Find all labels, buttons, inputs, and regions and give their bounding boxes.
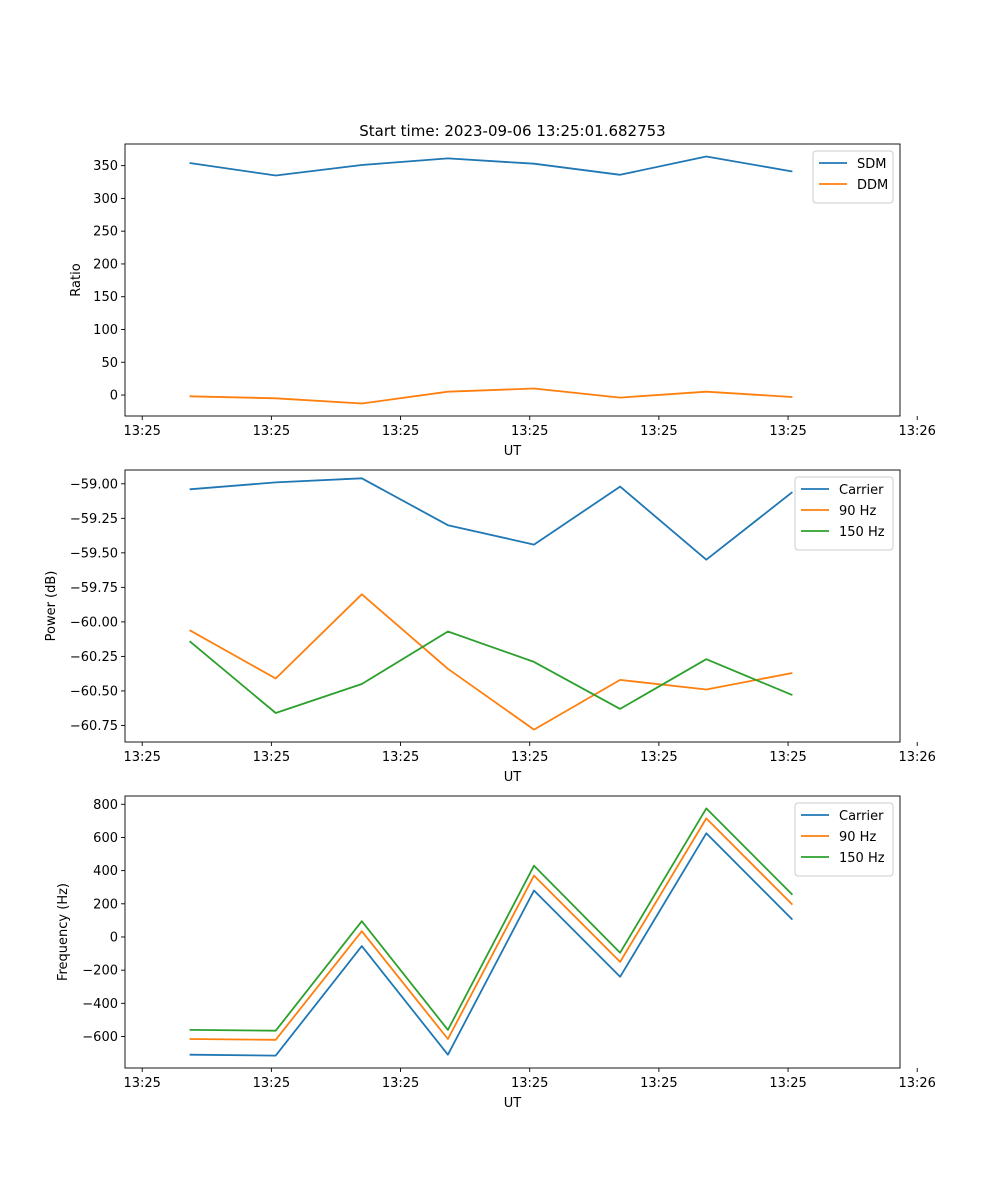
y-tick-label: −59.50 xyxy=(70,546,118,561)
x-axis-label: UT xyxy=(504,1096,522,1111)
series-line-150-hz xyxy=(189,630,793,714)
y-tick-label: −600 xyxy=(82,1030,118,1045)
axes-frame xyxy=(124,143,901,417)
x-axis-label: UT xyxy=(504,444,522,459)
y-tick-label: −60.75 xyxy=(70,719,118,734)
x-tick-label: 13:25 xyxy=(253,750,290,765)
x-tick-label: 13:25 xyxy=(640,424,677,439)
y-tick-label: 300 xyxy=(93,192,118,207)
legend-label: SDM xyxy=(857,157,886,172)
x-tick-label: 13:25 xyxy=(382,424,419,439)
y-tick-label: −60.25 xyxy=(70,650,118,665)
y-axis-label: Ratio xyxy=(69,263,84,296)
chart-title: Start time: 2023-09-06 13:25:01.682753 xyxy=(359,122,665,140)
legend: SDM DDM xyxy=(812,150,894,204)
y-tick-label: 350 xyxy=(93,159,118,174)
plot-panel-1: 13:25 13:25 13:25 13:25 13:25 13:25 13:26 0 50 10… xyxy=(69,143,936,459)
y-tick-label: 400 xyxy=(93,864,118,879)
series-line-150-hz xyxy=(189,807,794,1032)
x-tick-label: 13:25 xyxy=(511,1076,548,1091)
y-axis-label: Power (dB) xyxy=(44,571,59,642)
x-tick-label: 13:25 xyxy=(640,750,677,765)
plot-panel-2: 13:25 13:25 13:25 13:25 13:25 13:25 13:26 −60.7… xyxy=(44,469,936,785)
axes-frame xyxy=(124,469,901,743)
legend-label: 90 Hz xyxy=(839,504,876,519)
y-tick-label: 0 xyxy=(110,389,118,404)
x-tick-label: 13:25 xyxy=(640,1076,677,1091)
x-tick-label: 13:26 xyxy=(898,1076,935,1091)
series-line-ddm xyxy=(189,387,793,405)
y-tick-label: −60.00 xyxy=(70,615,118,630)
x-tick-label: 13:25 xyxy=(382,1076,419,1091)
axes-frame xyxy=(124,795,901,1069)
legend-label: Carrier xyxy=(839,809,884,824)
plot-panel-3: 13:25 13:25 13:25 13:25 13:25 13:25 13:26 −600 −… xyxy=(56,795,936,1111)
legend-label: DDM xyxy=(857,178,888,193)
y-tick-label: 200 xyxy=(93,257,118,272)
x-tick-label: 13:25 xyxy=(511,424,548,439)
y-tick-label: 250 xyxy=(93,225,118,240)
x-tick-label: 13:25 xyxy=(123,424,160,439)
x-tick-label: 13:26 xyxy=(898,750,935,765)
x-tick-label: 13:25 xyxy=(382,750,419,765)
x-tick-label: 13:25 xyxy=(253,1076,290,1091)
series-line-90-hz xyxy=(189,817,794,1041)
x-tick-label: 13:25 xyxy=(123,750,160,765)
series-line-carrier xyxy=(189,477,793,561)
y-tick-label: 200 xyxy=(93,897,118,912)
x-axis-label: UT xyxy=(504,770,522,785)
x-tick-label: 13:25 xyxy=(769,1076,806,1091)
y-tick-label: −59.25 xyxy=(70,512,118,527)
legend-label: Carrier xyxy=(839,483,884,498)
x-tick-label: 13:25 xyxy=(123,1076,160,1091)
y-tick-label: 100 xyxy=(93,323,118,338)
y-tick-label: −59.00 xyxy=(70,477,118,492)
x-tick-label: 13:26 xyxy=(898,424,935,439)
legend-label: 150 Hz xyxy=(839,525,885,540)
y-tick-label: −60.50 xyxy=(70,684,118,699)
y-tick-label: −200 xyxy=(82,964,118,979)
legend-label: 90 Hz xyxy=(839,830,876,845)
legend-label: 150 Hz xyxy=(839,851,885,866)
series-line-sdm xyxy=(189,155,793,177)
legend-box xyxy=(812,150,894,204)
y-tick-label: −59.75 xyxy=(70,581,118,596)
y-tick-label: 600 xyxy=(93,831,118,846)
series-line-90-hz xyxy=(189,593,793,731)
legend: Carrier 90 Hz 150 Hz xyxy=(794,802,894,877)
x-tick-label: 13:25 xyxy=(511,750,548,765)
x-tick-label: 13:25 xyxy=(769,750,806,765)
x-tick-label: 13:25 xyxy=(769,424,806,439)
x-tick-label: 13:25 xyxy=(253,424,290,439)
series-line-carrier xyxy=(189,832,794,1057)
y-tick-label: 800 xyxy=(93,798,118,813)
y-tick-label: 50 xyxy=(101,356,118,371)
y-axis-label: Frequency (Hz) xyxy=(56,883,71,981)
y-tick-label: 150 xyxy=(93,290,118,305)
y-tick-label: 0 xyxy=(110,930,118,945)
y-tick-label: −400 xyxy=(82,997,118,1012)
legend: Carrier 90 Hz 150 Hz xyxy=(794,476,894,551)
